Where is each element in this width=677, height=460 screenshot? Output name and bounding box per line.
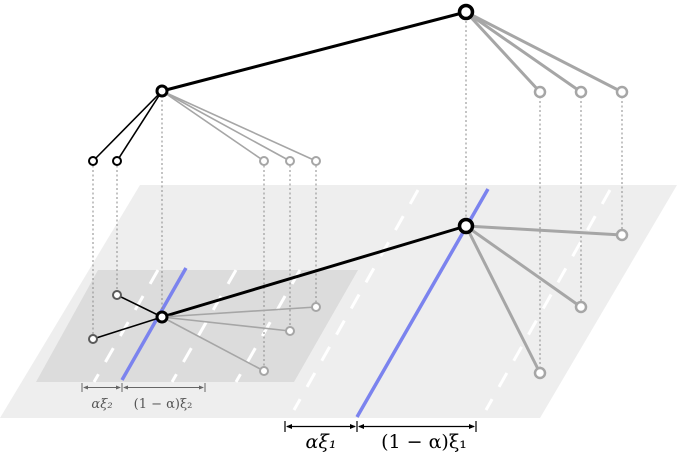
leaf-3 xyxy=(259,156,269,166)
proj-edge-root-left xyxy=(161,224,467,319)
large-arrow-2 xyxy=(350,424,356,429)
proj-right-leaf-1 xyxy=(533,366,547,380)
proj-right-leaf-3 xyxy=(615,228,629,242)
right-leaf-3 xyxy=(615,85,629,99)
edge-left-leaf1 xyxy=(92,90,163,162)
proj-edge-left-leaf5 xyxy=(161,306,317,318)
edge-root-left xyxy=(161,10,467,93)
left-node xyxy=(155,84,169,98)
lane-inner-3 xyxy=(234,269,302,383)
right-leaf-2 xyxy=(574,85,588,99)
leaf-1 xyxy=(88,156,98,166)
root-node xyxy=(457,3,475,21)
large-arrow-1 xyxy=(286,424,292,429)
proj-leaf-3 xyxy=(259,366,269,376)
proj-edge-root-r1 xyxy=(464,225,542,374)
small-arrow-4 xyxy=(199,385,204,390)
small-arrow-2 xyxy=(116,385,121,390)
large-measure-right-label: (1 − α)ξ₁ xyxy=(381,431,467,453)
proj-edge-left-leaf2 xyxy=(116,294,163,318)
small-measure-bar xyxy=(81,383,206,392)
large-measure-bar xyxy=(284,421,477,432)
proj-leaf-4 xyxy=(285,326,295,336)
large-arrow-3 xyxy=(358,424,364,429)
leaf-4 xyxy=(285,156,295,166)
proj-edge-root-r3 xyxy=(465,224,623,237)
edge-left-leaf5 xyxy=(161,90,317,162)
edge-root-r3 xyxy=(465,10,623,94)
edge-root-r2 xyxy=(465,10,582,94)
lower-tree xyxy=(88,217,629,380)
proj-left-node xyxy=(155,310,169,324)
upper-tree xyxy=(88,3,629,166)
split-line-small xyxy=(120,267,188,381)
edge-left-leaf4 xyxy=(161,90,291,162)
edge-left-leaf2 xyxy=(116,90,163,162)
proj-edge-left-leaf4 xyxy=(161,316,291,332)
dashed-lanes xyxy=(92,189,612,411)
lane-outer-1 xyxy=(292,189,420,411)
proj-edge-left-leaf3 xyxy=(161,316,265,372)
right-leaf-1 xyxy=(533,85,547,99)
leaf-5 xyxy=(311,156,321,166)
small-measure-left-label: αξ₂ xyxy=(91,397,112,412)
small-arrow-1 xyxy=(83,385,88,390)
large-measure-left-label: αξ₁ xyxy=(306,431,337,453)
proj-edge-root-r2 xyxy=(465,224,582,309)
small-arrow-3 xyxy=(123,385,128,390)
proj-leaf-1 xyxy=(88,334,98,344)
leaf-2 xyxy=(112,156,122,166)
small-measure-right-label: (1 − α)ξ₂ xyxy=(134,397,193,412)
edge-root-r1 xyxy=(464,10,542,94)
lane-outer-2 xyxy=(484,189,612,411)
proj-edge-left-leaf1 xyxy=(92,316,163,340)
proj-leaf-5 xyxy=(311,302,321,312)
lane-inner-2 xyxy=(170,269,238,383)
edge-left-leaf3 xyxy=(161,90,265,162)
proj-leaf-2 xyxy=(112,290,122,300)
large-arrow-4 xyxy=(469,424,475,429)
proj-root-node xyxy=(457,217,475,235)
projection-lines xyxy=(92,12,623,373)
lane-inner-1 xyxy=(92,269,160,383)
proj-right-leaf-2 xyxy=(574,300,588,314)
